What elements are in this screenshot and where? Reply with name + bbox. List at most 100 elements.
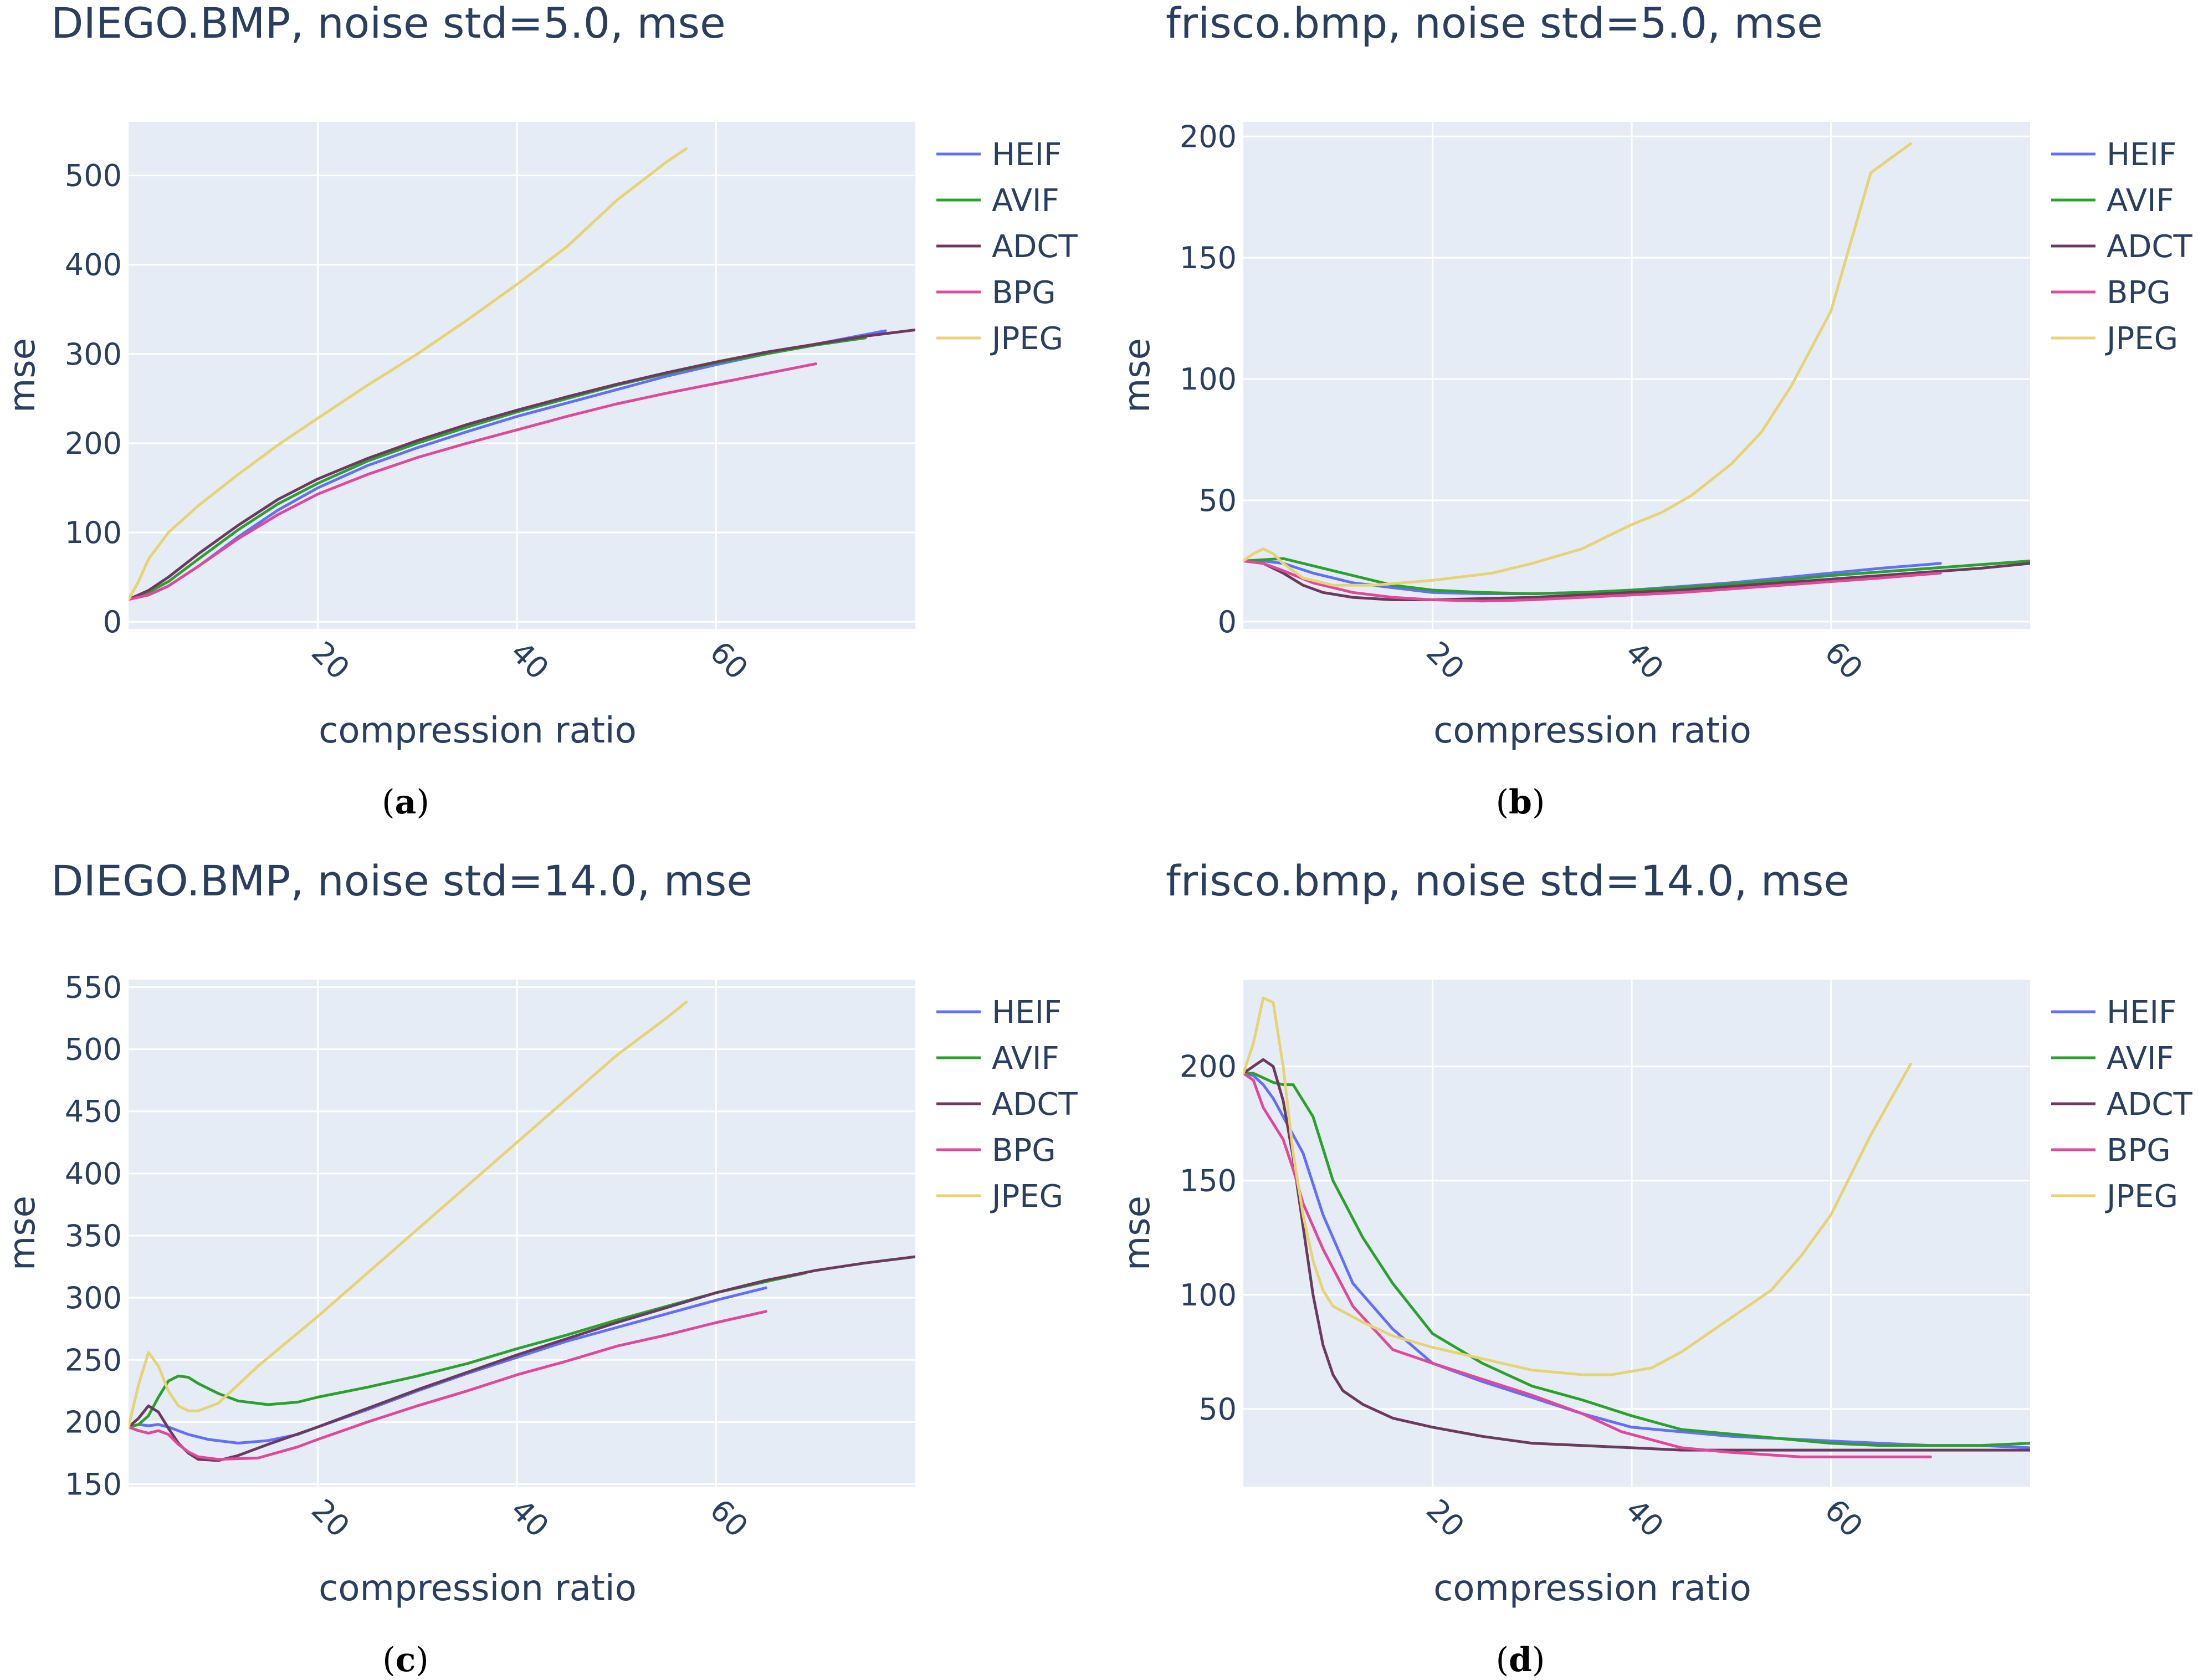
panel-caption: (d) (1496, 1641, 1545, 1679)
y-tick-label: 100 (65, 515, 122, 550)
y-tick-label: 500 (65, 1032, 122, 1067)
x-axis-title: compression ratio (1433, 710, 1751, 751)
plot-area (1243, 122, 2030, 629)
y-tick-label: 350 (65, 1218, 122, 1253)
y-axis-title: mse (1117, 338, 1158, 413)
y-axis-title: mse (2, 338, 43, 413)
legend-item-bpg[interactable]: BPG (936, 275, 1056, 311)
y-tick-label: 100 (1180, 1278, 1237, 1313)
y-tick-label: 200 (65, 1405, 122, 1440)
legend-item-jpeg[interactable]: JPEG (2051, 1179, 2178, 1215)
legend-label: JPEG (990, 1179, 1063, 1215)
legend-item-bpg[interactable]: BPG (936, 1133, 1056, 1169)
x-axis-title: compression ratio (319, 710, 637, 751)
legend-item-jpeg[interactable]: JPEG (2051, 321, 2178, 357)
y-tick-label: 0 (103, 605, 122, 639)
x-tick-label: 20 (305, 1492, 356, 1544)
x-tick-label: 40 (1619, 634, 1671, 686)
legend-item-heif[interactable]: HEIF (936, 995, 1062, 1031)
x-tick-label: 60 (1818, 634, 1869, 686)
legend-item-avif[interactable]: AVIF (936, 183, 1059, 219)
x-axis-title: compression ratio (319, 1568, 637, 1609)
legend-item-adct[interactable]: ADCT (2051, 1087, 2193, 1123)
legend-label: AVIF (2107, 1041, 2174, 1077)
legend-item-avif[interactable]: AVIF (2051, 183, 2174, 219)
chart-title: frisco.bmp, noise std=5.0, mse (1166, 0, 1823, 48)
series-line-avif (1243, 557, 2030, 595)
chart-title: DIEGO.BMP, noise std=14.0, mse (51, 856, 752, 905)
chart-panel-c: DIEGO.BMP, noise std=14.0, mse 150 200 250 3… (2, 856, 1078, 1679)
x-axis-title: compression ratio (1433, 1568, 1751, 1609)
y-tick-label: 100 (1180, 362, 1237, 397)
legend-item-adct[interactable]: ADCT (936, 229, 1078, 265)
chart-panel-d: frisco.bmp, noise std=14.0, mse 50 100 150 2… (1117, 856, 2193, 1679)
y-tick-label: 400 (65, 248, 122, 283)
legend-label: JPEG (990, 321, 1063, 357)
legend-label: HEIF (992, 995, 1062, 1031)
plot-area (1243, 980, 2030, 1487)
y-tick-label: 450 (65, 1094, 122, 1129)
series-line-heif (1243, 1072, 2030, 1449)
y-tick-label: 550 (65, 970, 122, 1005)
series-line-jpeg (1243, 996, 1912, 1376)
y-tick-label: 50 (1198, 1392, 1237, 1427)
legend-item-avif[interactable]: AVIF (2051, 1041, 2174, 1077)
series-line-bpg (1243, 1072, 1932, 1458)
legend-label: HEIF (2107, 995, 2176, 1031)
legend-item-heif[interactable]: HEIF (2051, 995, 2176, 1031)
panel-caption: (a) (382, 783, 429, 822)
legend-item-adct[interactable]: ADCT (2051, 229, 2193, 265)
legend-label: JPEG (2105, 1179, 2178, 1215)
legend-label: AVIF (992, 183, 1059, 219)
legend-item-adct[interactable]: ADCT (936, 1087, 1078, 1123)
x-tick-label: 20 (1420, 1492, 1471, 1544)
legend-label: BPG (992, 275, 1056, 311)
y-tick-label: 50 (1198, 483, 1237, 518)
legend-item-avif[interactable]: AVIF (936, 1041, 1059, 1077)
y-tick-label: 200 (1180, 119, 1237, 154)
y-tick-label: 150 (1180, 240, 1237, 275)
series-line-bpg (129, 1310, 767, 1461)
x-tick-label: 60 (703, 634, 755, 686)
legend-item-jpeg[interactable]: JPEG (936, 321, 1063, 357)
y-tick-label: 150 (1180, 1164, 1237, 1198)
legend-label: AVIF (992, 1041, 1059, 1077)
y-tick-label: 200 (1180, 1049, 1237, 1084)
panel-caption: (b) (1496, 783, 1545, 822)
legend-item-jpeg[interactable]: JPEG (936, 1179, 1063, 1215)
y-tick-label: 500 (65, 158, 122, 193)
chart-title: frisco.bmp, noise std=14.0, mse (1166, 856, 1849, 905)
series-line-avif (129, 1271, 807, 1428)
legend-label: AVIF (2107, 183, 2174, 219)
legend-label: HEIF (992, 137, 1062, 173)
legend-item-heif[interactable]: HEIF (936, 137, 1062, 173)
legend-label: ADCT (2107, 1087, 2193, 1123)
x-tick-label: 60 (703, 1492, 755, 1544)
legend-label: BPG (2107, 275, 2171, 311)
plot-area (129, 980, 915, 1487)
x-tick-label: 40 (1619, 1492, 1671, 1544)
legend-label: ADCT (992, 1087, 1078, 1123)
series-line-jpeg (129, 1000, 688, 1428)
series-line-jpeg (129, 147, 688, 601)
series-line-jpeg (1243, 142, 1912, 587)
legend-label: JPEG (2105, 321, 2178, 357)
chart-panel-a: DIEGO.BMP, noise std=5.0, mse 0 100 200 300 4… (2, 0, 1078, 822)
legend-label: ADCT (992, 229, 1078, 265)
legend-item-bpg[interactable]: BPG (2051, 275, 2171, 311)
y-tick-label: 0 (1218, 605, 1237, 639)
legend-item-heif[interactable]: HEIF (2051, 137, 2176, 173)
series-line-adct (1243, 559, 2030, 601)
plot-area (129, 122, 915, 629)
legend-item-bpg[interactable]: BPG (2051, 1133, 2171, 1169)
legend-label: ADCT (2107, 229, 2193, 265)
y-tick-label: 250 (65, 1343, 122, 1377)
y-tick-label: 300 (65, 1281, 122, 1315)
series-line-bpg (129, 362, 817, 601)
y-axis-title: mse (2, 1196, 43, 1271)
legend-label: HEIF (2107, 137, 2176, 173)
y-tick-label: 200 (65, 426, 122, 461)
panel-caption: (c) (382, 1641, 428, 1679)
x-tick-label: 40 (504, 1492, 556, 1544)
